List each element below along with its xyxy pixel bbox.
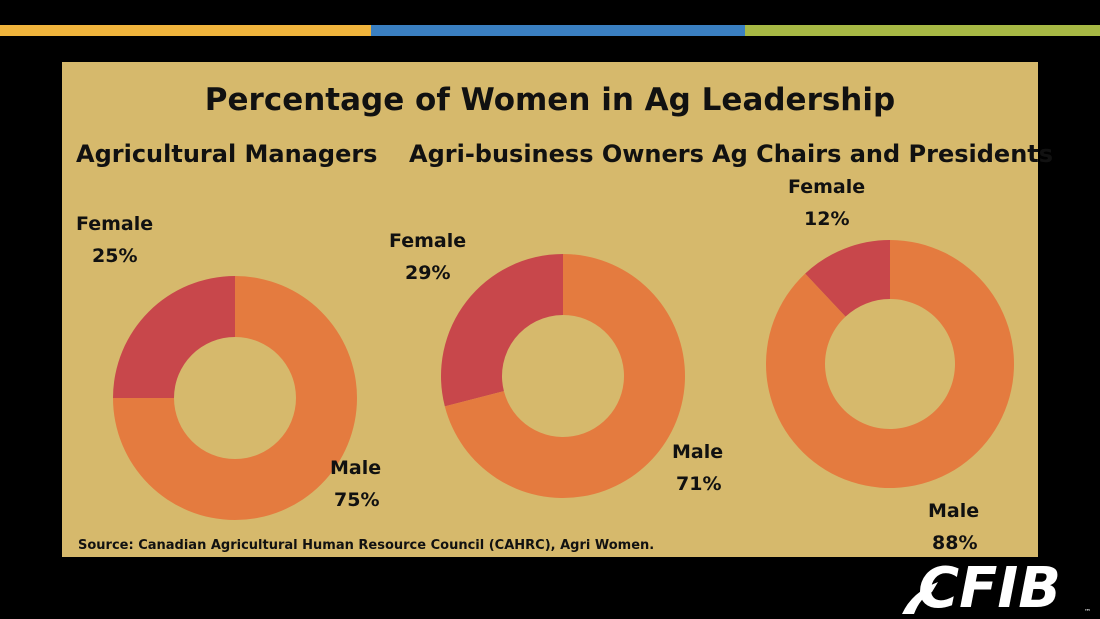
accent-bar-yellow	[0, 25, 371, 36]
donut-managers	[113, 276, 357, 520]
slice-female	[441, 254, 563, 407]
subtitle-managers: Agricultural Managers	[76, 140, 378, 168]
slice-male	[766, 240, 1014, 488]
trademark-mark: ™	[1084, 608, 1091, 616]
chart-panel: Percentage of Women in Ag Leadership Agr…	[62, 62, 1053, 557]
label-owners-female: Female	[389, 230, 467, 252]
accent-bar-blue	[371, 25, 745, 36]
donut-owners	[441, 254, 685, 498]
slice-female	[805, 240, 890, 317]
subtitle-chairs: Ag Chairs and Presidents	[712, 140, 1054, 168]
cfib-logo: CFIB ™	[902, 556, 1091, 616]
source-note: Source: Canadian Agricultural Human Reso…	[78, 538, 655, 553]
slice-male	[113, 276, 357, 520]
value-managers-male: 75%	[334, 489, 380, 511]
label-managers-female: Female	[76, 213, 154, 235]
subtitle-owners: Agri-business Owners	[409, 140, 704, 168]
donut-chairs	[766, 240, 1014, 488]
chart-title: Percentage of Women in Ag Leadership	[204, 82, 896, 118]
slice-female	[113, 276, 235, 398]
value-chairs-female: 12%	[804, 208, 850, 230]
slice-male	[444, 254, 685, 498]
logo-text: CFIB	[918, 556, 1061, 616]
value-owners-male: 71%	[676, 473, 722, 495]
label-chairs-female: Female	[788, 176, 866, 198]
value-chairs-male: 88%	[932, 532, 978, 554]
label-managers-male: Male	[330, 457, 382, 479]
label-owners-male: Male	[672, 441, 724, 463]
value-owners-female: 29%	[405, 262, 451, 284]
value-managers-female: 25%	[92, 245, 138, 267]
accent-bar-green	[745, 25, 1100, 36]
logo-swoosh-icon	[902, 582, 938, 614]
label-chairs-male: Male	[928, 500, 980, 522]
